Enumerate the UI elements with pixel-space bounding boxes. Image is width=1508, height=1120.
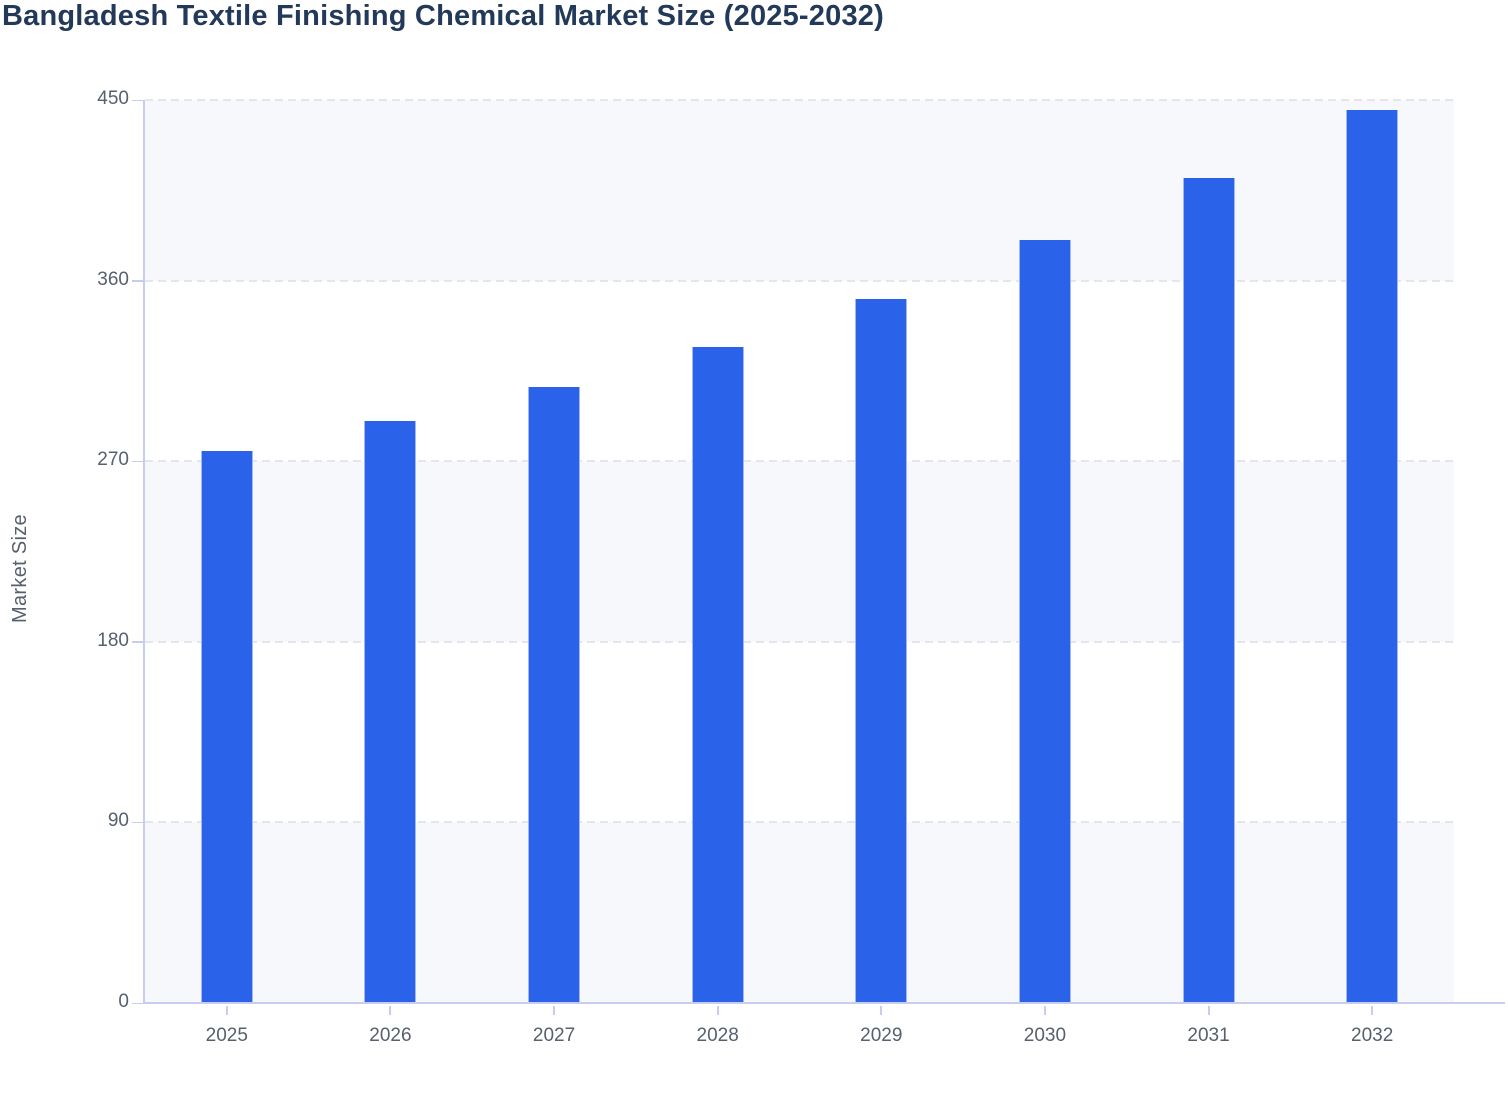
bar[interactable] <box>1182 178 1235 1003</box>
y-gridline <box>145 99 1454 101</box>
y-tick-label: 90 <box>107 810 129 832</box>
bar[interactable] <box>855 298 908 1003</box>
x-axis-tick <box>880 1006 883 1015</box>
y-axis-tick <box>132 641 143 643</box>
plot-band <box>145 100 1454 281</box>
y-gridline <box>145 640 1454 643</box>
y-gridline <box>145 460 1454 463</box>
y-gridline <box>145 821 1454 824</box>
x-axis-tick <box>716 1006 719 1015</box>
y-tick-label: 0 <box>118 991 129 1012</box>
y-tick-label: 360 <box>97 268 129 290</box>
bar[interactable] <box>200 451 253 1003</box>
y-axis-tick <box>132 821 143 824</box>
x-axis-tick <box>389 1006 392 1015</box>
y-gridline <box>145 279 1454 282</box>
x-axis-tick <box>1207 1006 1210 1015</box>
y-axis-title: Market Size <box>9 514 31 623</box>
bar[interactable] <box>1018 240 1071 1003</box>
x-tick-label: 2032 <box>1351 1025 1394 1046</box>
chart-title: Bangladesh Textile Finishing Chemical Ma… <box>2 0 884 32</box>
x-tick-label: 2029 <box>860 1025 903 1046</box>
plot-area: 0 90 180 270 360 450 2025 2026 2027 2028 2029 2030 2… <box>97 88 1454 1046</box>
y-tick-label: 270 <box>97 449 129 471</box>
y-axis-tick <box>132 280 143 282</box>
y-axis-tick <box>132 99 143 101</box>
y-tick-label: 180 <box>97 629 129 651</box>
bar[interactable] <box>364 421 417 1003</box>
x-axis-line <box>143 1002 1505 1004</box>
x-axis-tick <box>553 1006 556 1015</box>
x-axis-tick <box>1043 1006 1046 1015</box>
bar[interactable] <box>528 386 581 1003</box>
x-tick-label: 2031 <box>1187 1025 1230 1046</box>
plot-band <box>145 822 1454 1003</box>
y-axis-tick <box>132 1002 143 1004</box>
bar[interactable] <box>691 346 744 1003</box>
y-tick-label: 450 <box>97 88 129 109</box>
x-tick-label: 2025 <box>205 1025 248 1046</box>
plot-band <box>145 461 1454 642</box>
x-tick-label: 2028 <box>696 1025 739 1046</box>
x-axis-tick <box>225 1006 228 1015</box>
x-tick-label: 2027 <box>532 1025 576 1046</box>
x-axis-tick <box>1371 1006 1374 1015</box>
bar[interactable] <box>1346 110 1399 1003</box>
y-axis-tick <box>132 460 143 463</box>
x-tick-label: 2026 <box>369 1025 412 1046</box>
x-tick-label: 2030 <box>1023 1025 1067 1046</box>
